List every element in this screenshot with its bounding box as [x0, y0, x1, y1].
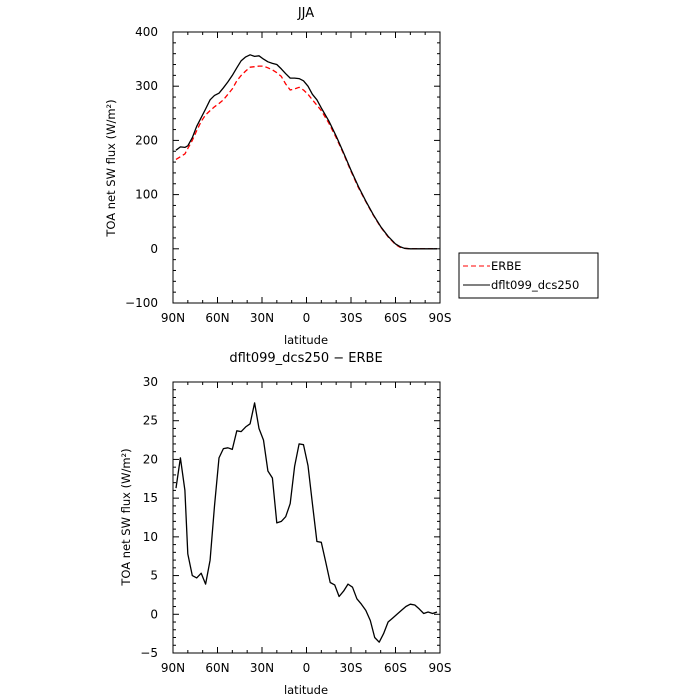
flux-x-tick-label: 90S: [429, 311, 452, 325]
flux-x-tick-label: 60S: [384, 311, 407, 325]
difference-chart-title: dflt099_dcs250 − ERBE: [229, 351, 382, 366]
flux-y-tick-label: 0: [150, 242, 158, 256]
difference-y-tick-label: −5: [140, 646, 158, 660]
difference-y-tick-label: 15: [143, 491, 158, 505]
difference-y-tick-label: 25: [143, 414, 158, 428]
legend: ERBE dflt099_dcs250: [458, 252, 599, 299]
difference-x-tick-label: 30N: [250, 661, 274, 675]
flux-panel: JJA 90N 60N 30N 0 30S 60S 90S −100 0 100 200 300 400…: [104, 6, 451, 347]
flux-x-tick-label: 0: [303, 311, 311, 325]
flux-x-tick-label: 30S: [340, 311, 363, 325]
flux-series-line-dflt099-dcs250: [175, 54, 437, 250]
difference-x-tick-label: 60N: [205, 661, 229, 675]
difference-x-axis-label: latitude: [284, 683, 328, 697]
legend-label-erbe: ERBE: [491, 259, 521, 273]
difference-y-tick-label: 0: [150, 607, 158, 621]
difference-y-tick-label: 20: [143, 452, 158, 466]
difference-series-line-0: [175, 402, 438, 643]
flux-series-line-erbe: [175, 65, 437, 250]
difference-axes: 90N 60N 30N 0 30S 60S 90S −5 0 5 10 15 20 25 30: [140, 375, 451, 675]
flux-chart-title: JJA: [297, 6, 314, 21]
flux-x-tick-label: 90N: [161, 311, 185, 325]
difference-y-axis-label: TOA net SW flux (W/m²): [119, 448, 133, 586]
flux-y-tick-label: 100: [135, 188, 158, 202]
difference-x-tick-label: 0: [303, 661, 311, 675]
flux-y-tick-label: −100: [125, 296, 158, 310]
flux-y-tick-label: 400: [135, 25, 158, 39]
flux-x-tick-label: 30N: [250, 311, 274, 325]
difference-x-tick-label: 30S: [340, 661, 363, 675]
flux-plot-frame: [172, 31, 441, 304]
flux-y-tick-label: 200: [135, 133, 158, 147]
difference-x-tick-label: 60S: [384, 661, 407, 675]
difference-y-tick-label: 5: [150, 569, 158, 583]
flux-x-tick-label: 60N: [205, 311, 229, 325]
legend-box: [458, 252, 599, 299]
legend-label-model: dflt099_dcs250: [491, 278, 579, 292]
flux-x-axis-label: latitude: [284, 333, 328, 347]
flux-y-tick-label: 300: [135, 79, 158, 93]
difference-panel: dflt099_dcs250 − ERBE 90N 60N 30N 0 30S 60S 90…: [119, 351, 451, 697]
flux-axes: 90N 60N 30N 0 30S 60S 90S −100 0 100 200 300 400: [125, 25, 451, 325]
difference-x-tick-label: 90N: [161, 661, 185, 675]
difference-y-tick-label: 10: [143, 530, 158, 544]
difference-y-tick-label: 30: [143, 375, 158, 389]
flux-y-axis-label: TOA net SW flux (W/m²): [104, 99, 118, 237]
flux-series-lines: [175, 54, 437, 250]
difference-series-lines: [175, 402, 438, 643]
difference-x-tick-label: 90S: [429, 661, 452, 675]
